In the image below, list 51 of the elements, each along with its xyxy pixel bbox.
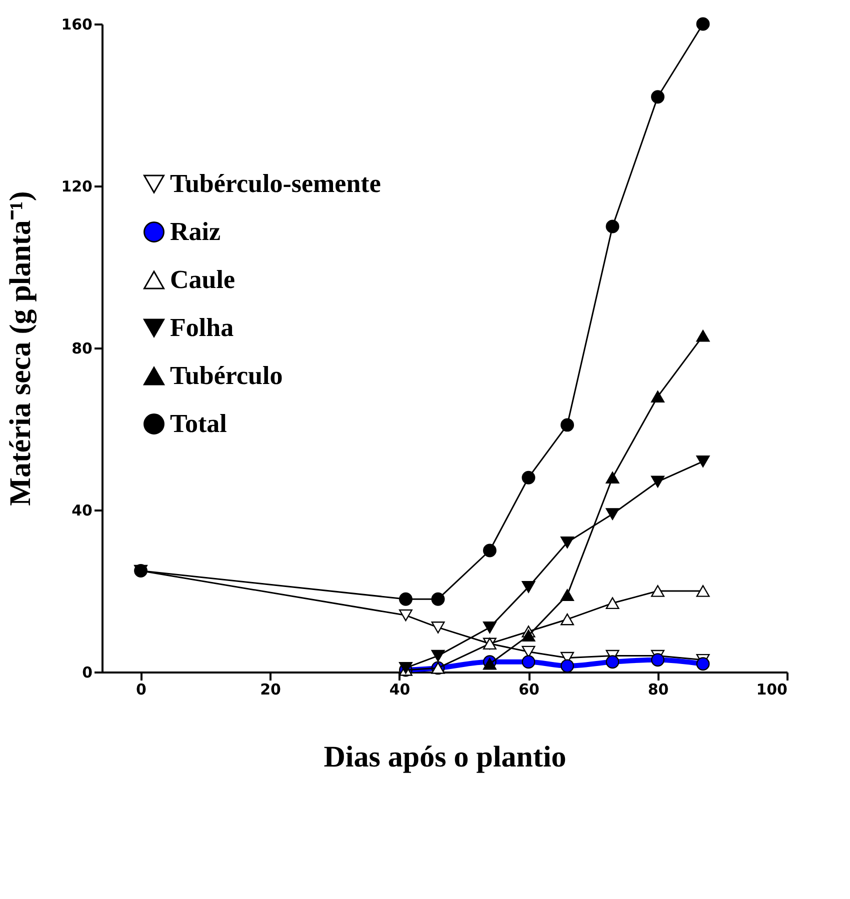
x-tick-label: 40 [389,680,410,698]
point [560,536,574,548]
point [431,592,445,606]
point [651,585,664,597]
point [651,90,664,104]
point [560,659,574,673]
point [522,581,536,593]
x-axis-title: Dias após o plantio [324,740,566,774]
point [606,508,620,520]
point [483,658,496,670]
point [431,622,445,634]
point [483,544,496,558]
point [606,220,620,234]
y-axis-title: Matéria seca (g planta⁻¹) [4,191,38,506]
point [606,655,620,669]
legend-label: Caule [170,265,235,294]
point [651,653,664,667]
legend-label: Tubérculo [170,361,283,390]
point [606,472,620,484]
legend-label: Total [170,409,227,438]
point [522,470,536,484]
point [696,17,710,31]
point [696,657,710,671]
x-tick-label: 80 [648,680,669,698]
point [560,589,574,601]
y-tick-label: 80 [72,340,92,358]
point [696,330,710,342]
point [560,418,574,432]
point [696,455,710,468]
point [399,609,412,622]
point [560,613,574,626]
point [522,655,536,669]
legend-label: Folha [170,313,234,342]
point [522,630,536,642]
x-tick-label: 60 [518,680,540,698]
y-tick-label: 160 [61,16,92,34]
x-tick-label: 20 [260,680,281,698]
point [606,597,620,610]
point [651,476,664,488]
x-tick-label: 100 [756,680,788,698]
point [431,650,445,662]
y-tick-label: 0 [82,664,92,682]
y-tick-label: 120 [61,178,92,196]
point [696,585,710,597]
legend-label: Tubérculo-semente [170,169,381,198]
x-tick-label: 0 [136,680,146,698]
legend-label: Raiz [170,217,221,246]
y-tick-label: 40 [72,502,92,520]
point [483,622,496,634]
point [651,390,664,403]
point [399,592,412,606]
